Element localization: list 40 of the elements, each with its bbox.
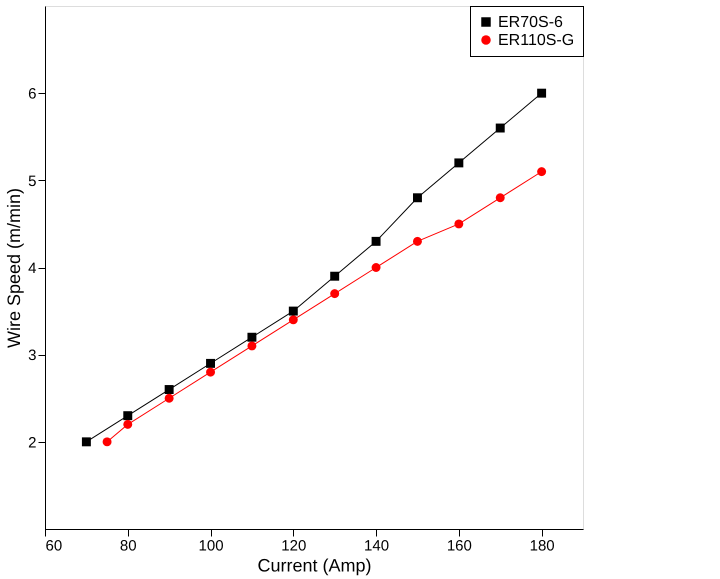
point	[496, 193, 505, 202]
point	[537, 167, 546, 176]
x-tick-label: 180	[530, 538, 555, 554]
point	[372, 236, 381, 246]
point	[288, 306, 298, 316]
x-tick-label: 100	[198, 538, 224, 554]
legend-label: ER110S-G	[498, 32, 574, 49]
point	[206, 358, 216, 368]
point	[206, 368, 216, 377]
point	[288, 315, 298, 324]
point	[123, 411, 132, 420]
point	[454, 158, 464, 168]
point	[164, 385, 174, 394]
x-tick-label: 80	[120, 538, 137, 554]
point	[372, 263, 381, 272]
point	[537, 88, 546, 98]
x-tick-label: 60	[46, 538, 62, 554]
legend-label: ER70S-6	[498, 14, 564, 31]
y-axis-title: Wire Speed (m/min)	[4, 188, 24, 348]
x-tick-label: 120	[281, 538, 306, 554]
point	[330, 272, 340, 281]
point	[330, 289, 340, 298]
point	[82, 437, 91, 446]
y-tick-label: 4	[28, 260, 36, 277]
x-axis-title: Current (Amp)	[257, 556, 372, 576]
point	[247, 341, 256, 350]
point	[164, 394, 174, 403]
point	[123, 420, 132, 429]
point	[412, 193, 422, 202]
x-tick-label: 160	[446, 538, 472, 554]
y-tick-label: 6	[28, 86, 36, 103]
y-tick-label: 2	[28, 434, 36, 452]
x-tick-label: 140	[364, 538, 390, 554]
point	[247, 332, 256, 342]
point	[412, 236, 422, 246]
point	[496, 124, 505, 133]
y-tick-label: 5	[28, 172, 36, 190]
point	[102, 437, 112, 446]
y-tick-label: 3	[28, 347, 36, 364]
point	[454, 219, 464, 228]
